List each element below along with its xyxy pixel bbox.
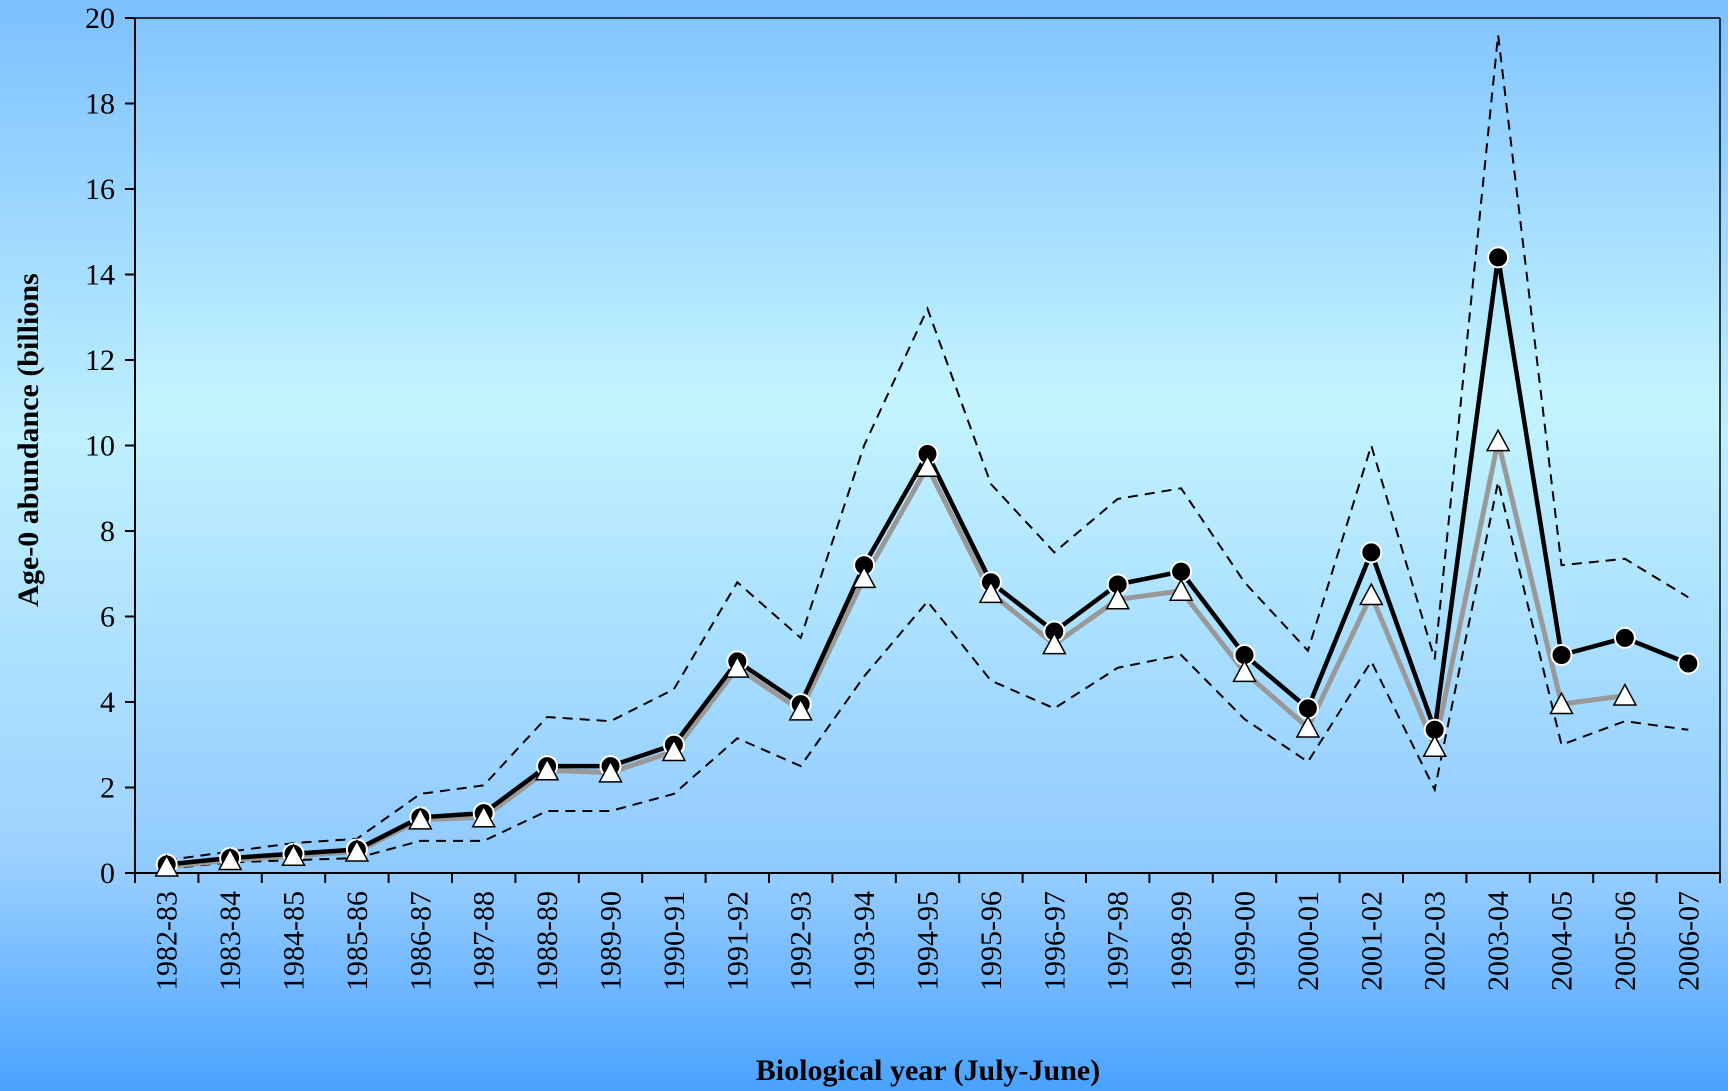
x-tick-label: 1992-93 — [785, 891, 818, 991]
x-tick-label: 1987-88 — [468, 891, 501, 991]
y-tick-label: 20 — [85, 2, 115, 35]
series-layer — [154, 34, 1700, 877]
gray-series-point — [1232, 659, 1257, 683]
x-tick-label: 1983-84 — [214, 891, 247, 991]
gray-series-point — [1485, 428, 1511, 452]
y-tick-label: 10 — [85, 430, 115, 463]
x-tick-label: 1994-95 — [912, 891, 945, 991]
upper-bound-dashed-line — [166, 34, 1689, 862]
x-tick-label: 2001-02 — [1355, 891, 1388, 991]
x-tick-label: 1985-86 — [341, 891, 374, 991]
y-tick-label: 18 — [85, 88, 115, 121]
x-tick-label: 1982-83 — [151, 891, 184, 991]
gray-series-point — [788, 697, 813, 721]
black-series-point — [1360, 541, 1383, 564]
y-tick-label: 2 — [100, 772, 115, 805]
y-tick-label: 4 — [100, 686, 115, 719]
x-tick-label: 2000-01 — [1292, 891, 1325, 991]
gray-series-point — [471, 804, 496, 828]
gray-series-point — [281, 843, 306, 866]
lower-bound-dashed-line — [166, 481, 1689, 870]
gray-series-point — [344, 839, 370, 862]
gray-series-point — [217, 847, 243, 871]
x-tick-label: 2004-05 — [1546, 891, 1579, 991]
gray-series-point — [598, 759, 623, 783]
x-tick-label: 1990-91 — [658, 891, 691, 991]
x-tick-label: 1989-90 — [595, 891, 628, 991]
x-tick-label: 1995-96 — [975, 891, 1008, 991]
x-tick-label: 2005-06 — [1609, 891, 1642, 991]
x-tick-label: 1993-94 — [848, 891, 881, 991]
gray-series-point — [851, 565, 877, 589]
gray-series-point — [408, 806, 433, 830]
x-tick-label: 1984-85 — [278, 891, 311, 991]
gray-series-point — [1168, 578, 1194, 601]
gray-series-point — [725, 655, 750, 678]
x-tick-label: 1986-87 — [404, 891, 437, 991]
black-series-point — [1550, 643, 1573, 666]
x-axis-title: Biological year (July-June) — [756, 1054, 1100, 1087]
gray-series-point — [154, 854, 179, 877]
black-series-point — [1613, 626, 1636, 649]
gray-series-point — [1295, 715, 1321, 738]
gray-series-point — [661, 738, 687, 762]
x-tick-label: 1997-98 — [1102, 891, 1135, 991]
gray-series-point — [1359, 582, 1384, 606]
gray-series-point — [1422, 734, 1447, 757]
x-tick-label: 1988-89 — [531, 891, 564, 991]
gray-series-point — [534, 757, 560, 781]
gray-series-point — [1042, 631, 1067, 655]
x-tick-label: 2002-03 — [1419, 891, 1452, 991]
y-tick-label: 0 — [100, 857, 115, 890]
gray-series-point — [1612, 683, 1638, 706]
y-tick-label: 12 — [85, 344, 115, 377]
y-tick-label: 6 — [100, 601, 115, 634]
y-tick-label: 14 — [85, 259, 115, 292]
gray-series-point — [1549, 691, 1574, 715]
x-tick-label: 1998-99 — [1165, 891, 1198, 991]
gray-series-point — [1105, 586, 1130, 610]
x-tick-label: 2006-07 — [1672, 891, 1705, 991]
gray-series-point — [915, 454, 940, 477]
y-tick-label: 8 — [100, 515, 115, 548]
gray-series-point — [978, 580, 1004, 604]
black-series-point — [1677, 652, 1700, 675]
y-tick-label: 16 — [85, 173, 115, 206]
x-tick-label: 1999-00 — [1229, 891, 1262, 991]
x-tick-label: 1996-97 — [1038, 891, 1071, 991]
x-tick-label: 2003-04 — [1482, 891, 1515, 991]
x-tick-label: 1991-92 — [721, 891, 754, 991]
y-axis-title: Age-0 abundance (billions — [12, 273, 45, 606]
black-series-point — [1487, 246, 1510, 269]
axes: 0 2 4 6 8 10 12 14 16 18 20 1982-83 1983-84 1984-85 19… — [85, 2, 1721, 991]
